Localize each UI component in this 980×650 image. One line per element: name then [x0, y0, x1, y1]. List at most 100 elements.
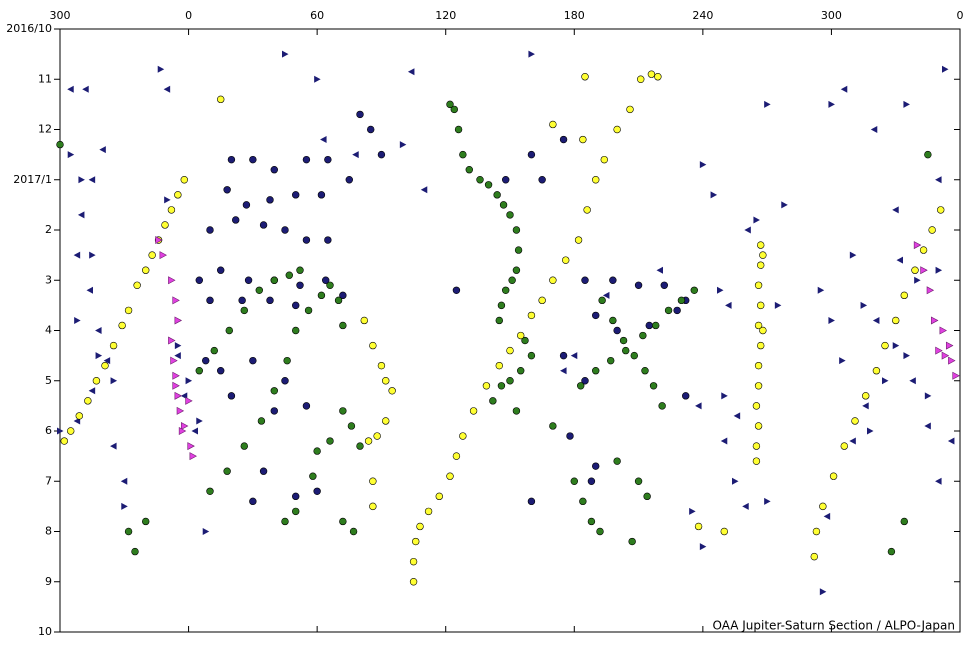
- y-tick-label: 11: [38, 72, 52, 85]
- data-point: [148, 251, 156, 259]
- data-point: [570, 477, 578, 485]
- data-point: [810, 552, 818, 561]
- data-point: [317, 191, 326, 199]
- data-point: [238, 296, 246, 305]
- data-point: [176, 406, 185, 415]
- data-point: [124, 527, 133, 536]
- data-point: [658, 402, 666, 410]
- data-point: [409, 557, 418, 566]
- data-point: [206, 487, 214, 495]
- data-point: [89, 251, 96, 259]
- data-point: [324, 236, 332, 244]
- data-point: [320, 136, 327, 144]
- data-point: [759, 251, 767, 259]
- data-point: [757, 341, 765, 350]
- data-point: [900, 517, 908, 526]
- data-point: [862, 392, 870, 400]
- data-point: [630, 351, 638, 360]
- data-point: [914, 276, 921, 284]
- data-point: [752, 442, 761, 450]
- data-point: [67, 151, 75, 159]
- data-point: [292, 191, 300, 199]
- data-point: [296, 266, 304, 274]
- data-point: [913, 241, 922, 250]
- data-point: [489, 397, 497, 405]
- data-point: [497, 382, 506, 390]
- data-point: [506, 346, 514, 355]
- data-point: [67, 85, 74, 93]
- data-point: [870, 126, 878, 133]
- data-point: [352, 151, 359, 159]
- data-point: [133, 281, 141, 289]
- data-point: [947, 437, 955, 445]
- x-tick-label: 120: [435, 9, 456, 22]
- data-point: [660, 281, 668, 289]
- data-point: [559, 135, 568, 144]
- data-point: [206, 296, 214, 305]
- data-point: [292, 326, 300, 335]
- y-tick-label: 12: [38, 123, 52, 136]
- data-point: [465, 166, 473, 174]
- data-point: [259, 221, 268, 229]
- data-point: [360, 316, 368, 325]
- data-point: [159, 251, 167, 260]
- data-point: [67, 427, 75, 435]
- data-point: [302, 402, 311, 410]
- data-point: [249, 497, 257, 506]
- data-point: [581, 276, 589, 284]
- data-point: [881, 341, 889, 350]
- data-point: [549, 276, 557, 284]
- data-point: [399, 141, 407, 149]
- data-point: [512, 266, 521, 274]
- data-point: [909, 377, 916, 385]
- data-point: [172, 296, 180, 305]
- data-point: [420, 186, 428, 194]
- data-point: [587, 477, 596, 485]
- data-point: [690, 286, 698, 294]
- data-point: [217, 367, 225, 375]
- data-point: [607, 356, 615, 365]
- data-point: [452, 452, 461, 460]
- plot-frame: [59, 28, 961, 633]
- data-point: [95, 352, 103, 360]
- data-point: [867, 427, 874, 435]
- data-point: [304, 306, 313, 315]
- data-point: [270, 407, 278, 415]
- data-point: [512, 407, 521, 415]
- data-point: [302, 155, 311, 164]
- data-point: [549, 422, 557, 430]
- data-point: [903, 352, 910, 360]
- data-point: [191, 427, 198, 435]
- data-point: [155, 236, 163, 245]
- data-point: [562, 256, 570, 264]
- data-point: [281, 517, 289, 526]
- data-point: [202, 356, 210, 365]
- data-point: [339, 407, 347, 415]
- data-point: [882, 377, 889, 385]
- data-point: [596, 527, 604, 536]
- y-tick-label: 9: [45, 575, 52, 588]
- data-point: [754, 281, 763, 289]
- data-point: [78, 176, 85, 184]
- data-point: [292, 507, 300, 516]
- data-point: [202, 528, 210, 535]
- data-point: [283, 356, 291, 365]
- data-point: [896, 256, 903, 264]
- y-tick-label: 2: [45, 223, 52, 236]
- data-point: [819, 502, 827, 511]
- data-point: [459, 150, 467, 159]
- data-point: [82, 85, 89, 93]
- data-point: [109, 341, 118, 350]
- data-point: [560, 367, 567, 375]
- data-point: [270, 166, 278, 174]
- data-point: [937, 206, 945, 214]
- x-tick-label: 0: [185, 9, 192, 22]
- data-point: [549, 120, 557, 129]
- data-point: [75, 412, 83, 420]
- data-point: [180, 176, 188, 184]
- data-point: [282, 50, 289, 58]
- credit: OAA Jupiter-Saturn Section / ALPO-Japan: [712, 619, 955, 633]
- data-point: [242, 201, 251, 209]
- data-point: [887, 547, 896, 556]
- data-point: [270, 387, 278, 395]
